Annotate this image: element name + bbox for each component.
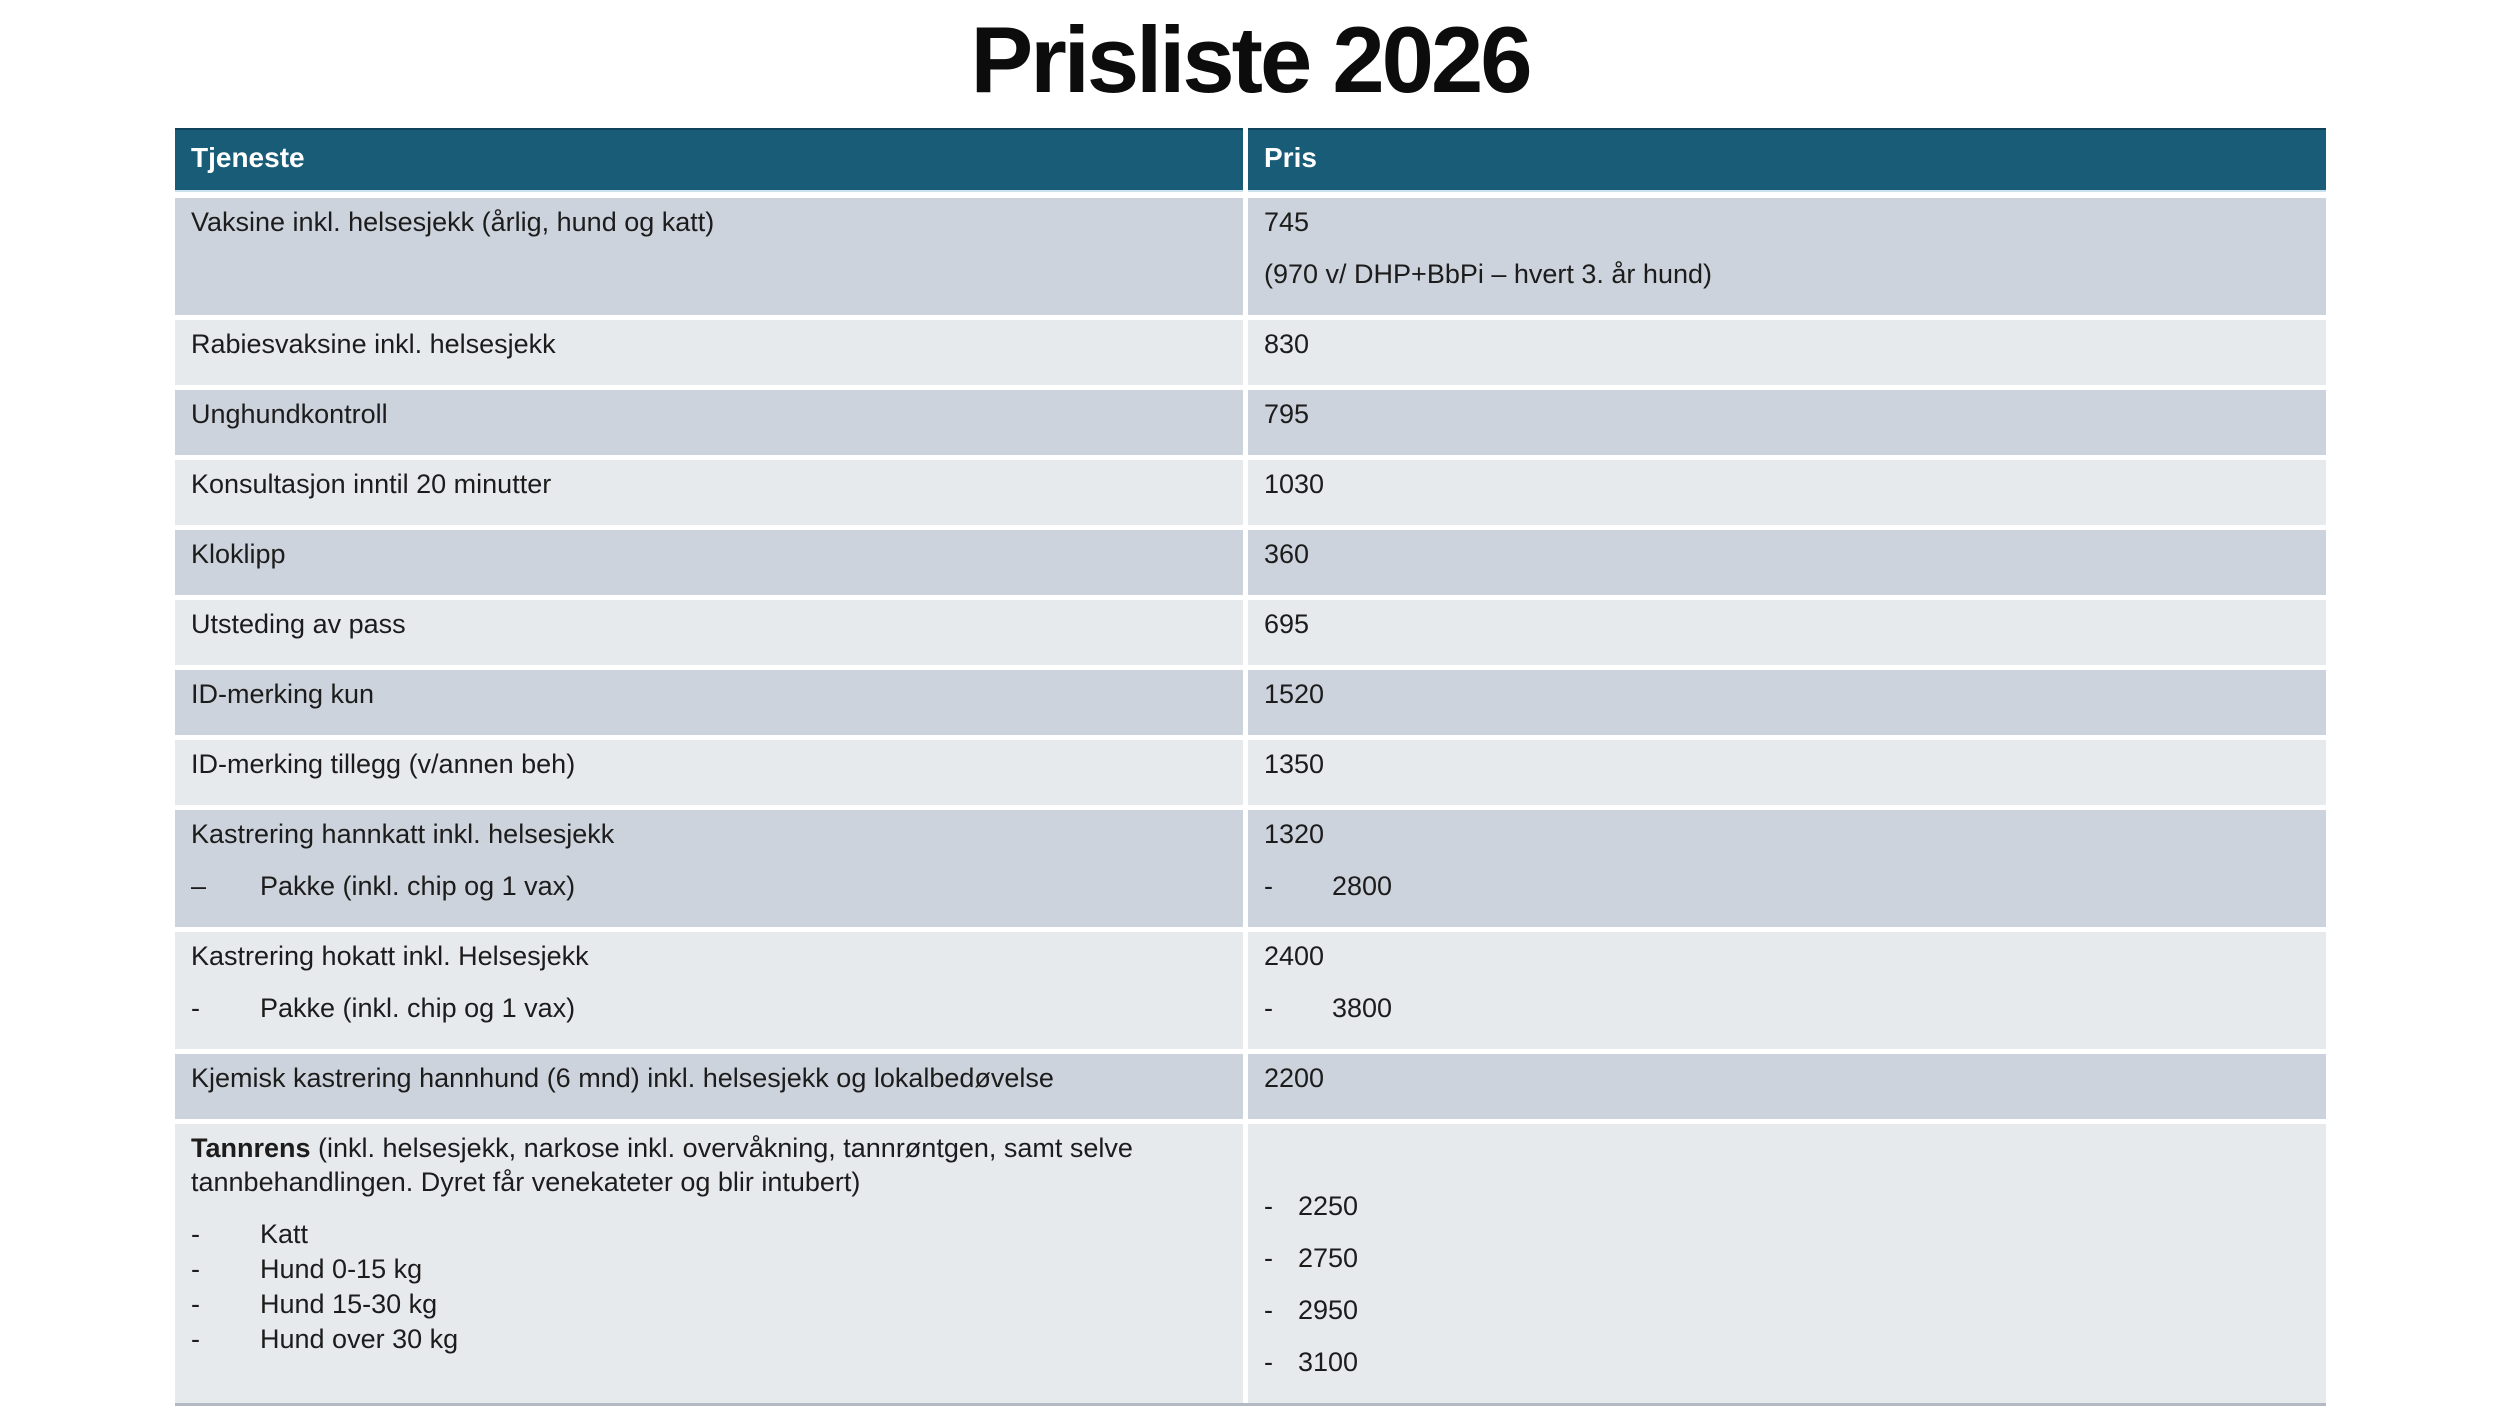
text-line: 1320 xyxy=(1264,819,1325,849)
table-header-row: Tjeneste Pris xyxy=(175,128,2326,192)
price-cell: 795 xyxy=(1248,390,2326,455)
text-line: 795 xyxy=(1264,399,1310,429)
price-cell: 1350 xyxy=(1248,740,2326,805)
text-line: 745 xyxy=(1264,207,1310,237)
table-row: Tannrens (inkl. helsesjekk, narkose inkl… xyxy=(175,1124,2326,1406)
price-table: Tjeneste Pris Vaksine inkl. helsesjekk (… xyxy=(175,128,2326,1406)
service-cell: ID-merking tillegg (v/annen beh) xyxy=(175,740,1243,805)
column-header-pris: Pris xyxy=(1248,128,2326,192)
dash-bullet: - xyxy=(1264,1243,1273,1273)
text-line: Tannrens (inkl. helsesjekk, narkose inkl… xyxy=(191,1133,1133,1197)
service-cell: Kastrering hannkatt inkl. helsesjekk – Pak… xyxy=(175,810,1243,927)
service-cell: Konsultasjon inntil 20 minutter xyxy=(175,460,1243,525)
bulleted-line: - Katt xyxy=(191,1217,1227,1252)
text-line: 2400 xyxy=(1264,941,1325,971)
bulleted-line: - Hund 0-15 kg xyxy=(191,1252,1227,1287)
dash-bullet: - xyxy=(1264,871,1273,901)
column-header-tjeneste: Tjeneste xyxy=(175,128,1243,192)
page-title: Prisliste 2026 xyxy=(970,7,1533,112)
service-cell: Unghundkontroll xyxy=(175,390,1243,455)
text-line: ID-merking kun xyxy=(191,679,375,709)
bulleted-line: -2250 xyxy=(1264,1191,1359,1221)
text-line: Utsteding av pass xyxy=(191,609,406,639)
service-cell: Kloklipp xyxy=(175,530,1243,595)
bulleted-line: – Pakke (inkl. chip og 1 vax) xyxy=(191,871,576,901)
bulleted-line: - Hund 15-30 kg xyxy=(191,1287,1227,1322)
table-bottom-border xyxy=(175,1403,2326,1406)
dash-bullet: - xyxy=(1264,1347,1273,1377)
text-line: Kjemisk kastrering hannhund (6 mnd) inkl… xyxy=(191,1063,1054,1093)
service-cell: Vaksine inkl. helsesjekk (årlig, hund og… xyxy=(175,198,1243,315)
dash-bullet: - xyxy=(191,1254,200,1284)
table-row: Kastrering hannkatt inkl. helsesjekk – Pak… xyxy=(175,810,2326,927)
dash-bullet: - xyxy=(191,1219,200,1249)
table-row: Kastrering hokatt inkl. Helsesjekk - Pakke… xyxy=(175,932,2326,1049)
table-row: Kloklipp 360 xyxy=(175,530,2326,595)
text-line: Rabiesvaksine inkl. helsesjekk xyxy=(191,329,556,359)
price-cell: 1030 xyxy=(1248,460,2326,525)
dash-bullet: - xyxy=(191,1324,200,1354)
table-row: Kjemisk kastrering hannhund (6 mnd) inkl… xyxy=(175,1054,2326,1119)
text-line: Kastrering hannkatt inkl. helsesjekk xyxy=(191,819,615,849)
text-line: 360 xyxy=(1264,539,1310,569)
dash-bullet: - xyxy=(191,993,200,1023)
text-line: Vaksine inkl. helsesjekk (årlig, hund og… xyxy=(191,207,715,237)
text-line: (970 v/ DHP+BbPi – hvert 3. år hund) xyxy=(1264,259,1712,289)
dash-bullet: - xyxy=(1264,993,1273,1023)
table-row: Utsteding av pass 695 xyxy=(175,600,2326,665)
price-table-body: Vaksine inkl. helsesjekk (årlig, hund og… xyxy=(175,198,2326,1406)
service-cell: Kastrering hokatt inkl. Helsesjekk - Pakke… xyxy=(175,932,1243,1049)
bulleted-line: -2800 xyxy=(1264,871,1393,901)
text-line: 830 xyxy=(1264,329,1310,359)
bulleted-line: -2950 xyxy=(1264,1295,1359,1325)
price-cell: 1320 -2800 xyxy=(1248,810,2326,927)
text-line: Kastrering hokatt inkl. Helsesjekk xyxy=(191,941,589,971)
price-cell: -2250 -2750 -2950 -3100 xyxy=(1248,1124,2326,1406)
text-line: 2200 xyxy=(1264,1063,1325,1093)
bulleted-line: - Hund over 30 kg xyxy=(191,1322,1227,1357)
text-line: ID-merking tillegg (v/annen beh) xyxy=(191,749,576,779)
text-line: 695 xyxy=(1264,609,1310,639)
price-cell: 360 xyxy=(1248,530,2326,595)
text-line: Unghundkontroll xyxy=(191,399,388,429)
dash-bullet: - xyxy=(1264,1191,1273,1221)
service-cell: Utsteding av pass xyxy=(175,600,1243,665)
price-cell: 1520 xyxy=(1248,670,2326,735)
table-row: Unghundkontroll 795 xyxy=(175,390,2326,455)
dash-bullet: - xyxy=(1264,1295,1273,1325)
text-line: Kloklipp xyxy=(191,539,286,569)
price-cell: 830 xyxy=(1248,320,2326,385)
bulleted-line: - Pakke (inkl. chip og 1 vax) xyxy=(191,993,576,1023)
table-row: Konsultasjon inntil 20 minutter 1030 xyxy=(175,460,2326,525)
price-cell: 2200 xyxy=(1248,1054,2326,1119)
dash-bullet: - xyxy=(191,1289,200,1319)
service-cell: Rabiesvaksine inkl. helsesjekk xyxy=(175,320,1243,385)
bulleted-line: -2750 xyxy=(1264,1243,1359,1273)
table-row: ID-merking kun 1520 xyxy=(175,670,2326,735)
table-row: Rabiesvaksine inkl. helsesjekk 830 xyxy=(175,320,2326,385)
price-cell: 2400 -3800 xyxy=(1248,932,2326,1049)
bulleted-line: -3800 xyxy=(1264,993,1393,1023)
text-line: Konsultasjon inntil 20 minutter xyxy=(191,469,552,499)
bold-text: Tannrens xyxy=(191,1133,311,1163)
text-line: 1030 xyxy=(1264,469,1325,499)
table-row: Vaksine inkl. helsesjekk (årlig, hund og… xyxy=(175,198,2326,315)
service-cell: ID-merking kun xyxy=(175,670,1243,735)
price-cell: 745 (970 v/ DHP+BbPi – hvert 3. år hund) xyxy=(1248,198,2326,315)
spacer xyxy=(1264,1131,2310,1189)
table-row: ID-merking tillegg (v/annen beh) 1350 xyxy=(175,740,2326,805)
dash-bullet: – xyxy=(191,871,207,901)
price-cell: 695 xyxy=(1248,600,2326,665)
text-line: 1520 xyxy=(1264,679,1325,709)
service-cell: Tannrens (inkl. helsesjekk, narkose inkl… xyxy=(175,1124,1243,1406)
bulleted-line: -3100 xyxy=(1264,1347,1359,1377)
service-cell: Kjemisk kastrering hannhund (6 mnd) inkl… xyxy=(175,1054,1243,1119)
text-line: 1350 xyxy=(1264,749,1325,779)
